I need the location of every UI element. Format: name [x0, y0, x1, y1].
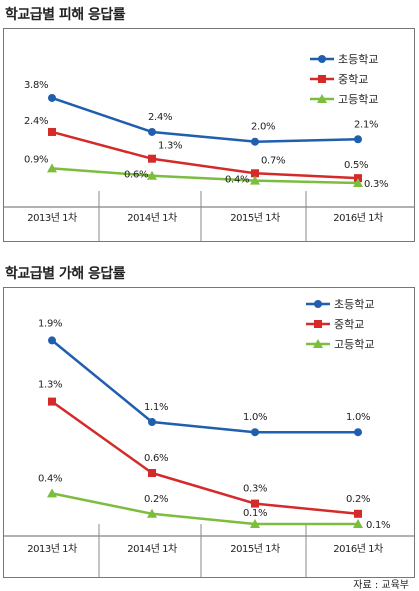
series-line-중학교: [51, 130, 359, 180]
data-label: 0.4%: [38, 473, 62, 484]
data-point: [47, 488, 57, 498]
data-label: 1.3%: [38, 380, 62, 391]
data-label: 1.3%: [158, 141, 182, 152]
data-label: 0.1%: [243, 508, 267, 519]
legend-label: 초등학교: [334, 298, 374, 311]
legend-marker: [314, 300, 322, 308]
data-label: 0.2%: [346, 494, 370, 505]
data-label: 2.4%: [24, 116, 48, 127]
data-point: [354, 135, 362, 144]
data-point: [251, 137, 259, 146]
chart-panel-victim: 2013년 1차 2014년 1차 2015년 1차 2016년 1차 3.8% 2.4%…: [3, 28, 415, 242]
data-label: 3.8%: [24, 80, 48, 91]
data-point: [48, 336, 56, 345]
data-point: [251, 428, 259, 437]
x-tick-label: 2013년 1차: [27, 543, 77, 555]
data-label: 1.9%: [38, 318, 62, 329]
data-label: 0.7%: [261, 155, 285, 166]
data-label: 0.5%: [344, 160, 368, 171]
x-tick-label: 2016년 1차: [333, 543, 383, 555]
data-point: [147, 170, 157, 180]
legend-label: 고등학교: [334, 338, 374, 351]
chart-panel-perpetrator: 2013년 1차 2014년 1차 2015년 1차 2016년 1차 1.9% 1.1%…: [3, 287, 415, 578]
data-point: [251, 499, 259, 508]
x-tick-label: 2014년 1차: [127, 212, 177, 224]
data-point: [353, 519, 363, 528]
series-line-중학교: [51, 400, 359, 516]
data-label: 1.0%: [346, 412, 370, 423]
chart-svg: 2013년 1차 2014년 1차 2015년 1차 2016년 1차 3.8% 2.4%…: [4, 53, 414, 241]
legend-marker: [313, 339, 323, 348]
data-label: 0.2%: [144, 494, 168, 505]
data-label: 2.4%: [148, 112, 172, 123]
data-label: 0.6%: [124, 170, 148, 181]
data-point: [148, 127, 156, 136]
data-point: [148, 154, 156, 163]
data-point: [353, 178, 363, 187]
data-label: 2.1%: [354, 119, 378, 130]
series-line-초등학교: [51, 339, 358, 434]
data-label: 1.0%: [243, 412, 267, 423]
data-label: 0.1%: [366, 520, 390, 531]
data-point: [148, 469, 156, 477]
data-point: [48, 397, 56, 406]
series-line-고등학교: [51, 492, 358, 526]
chart-svg: 2013년 1차 2014년 1차 2015년 1차 2016년 1차 1.9% 1.1%…: [4, 298, 414, 577]
x-tick-label: 2013년 1차: [27, 212, 77, 224]
data-label: 0.9%: [24, 154, 48, 165]
data-point: [147, 508, 157, 518]
data-label: 0.3%: [364, 179, 388, 190]
data-point: [250, 175, 260, 185]
legend-label: 중학교: [334, 318, 364, 331]
data-label: 0.6%: [144, 453, 168, 464]
data-point: [251, 169, 259, 178]
chart-title-victim: 학교급별 피해 응답률: [5, 7, 126, 23]
data-point: [47, 163, 57, 173]
chart-title-perpetrator: 학교급별 가해 응답률: [5, 266, 126, 282]
source-note: 자료 : 교육부: [353, 580, 409, 591]
legend-marker: [318, 75, 326, 83]
series-line-초등학교: [51, 96, 359, 143]
data-label: 2.0%: [251, 122, 275, 133]
x-tick-label: 2016년 1차: [333, 212, 383, 224]
x-tick-label: 2014년 1차: [127, 543, 177, 555]
legend-marker: [314, 320, 322, 328]
data-point: [148, 418, 156, 426]
data-point: [48, 93, 56, 102]
data-point: [354, 509, 362, 518]
data-point: [250, 519, 260, 528]
legend-label: 중학교: [338, 73, 368, 86]
series-line-고등학교: [51, 167, 359, 185]
data-label: 0.4%: [225, 175, 249, 186]
data-point: [48, 127, 56, 136]
legend-label: 고등학교: [338, 93, 378, 106]
legend-label: 초등학교: [338, 53, 378, 66]
data-label: 1.1%: [144, 402, 168, 413]
legend-marker: [318, 55, 326, 63]
legend-marker: [317, 94, 327, 103]
x-tick-label: 2015년 1차: [230, 543, 280, 555]
x-tick-label: 2015년 1차: [230, 212, 280, 224]
data-label: 0.3%: [243, 484, 267, 495]
data-point: [354, 428, 362, 437]
